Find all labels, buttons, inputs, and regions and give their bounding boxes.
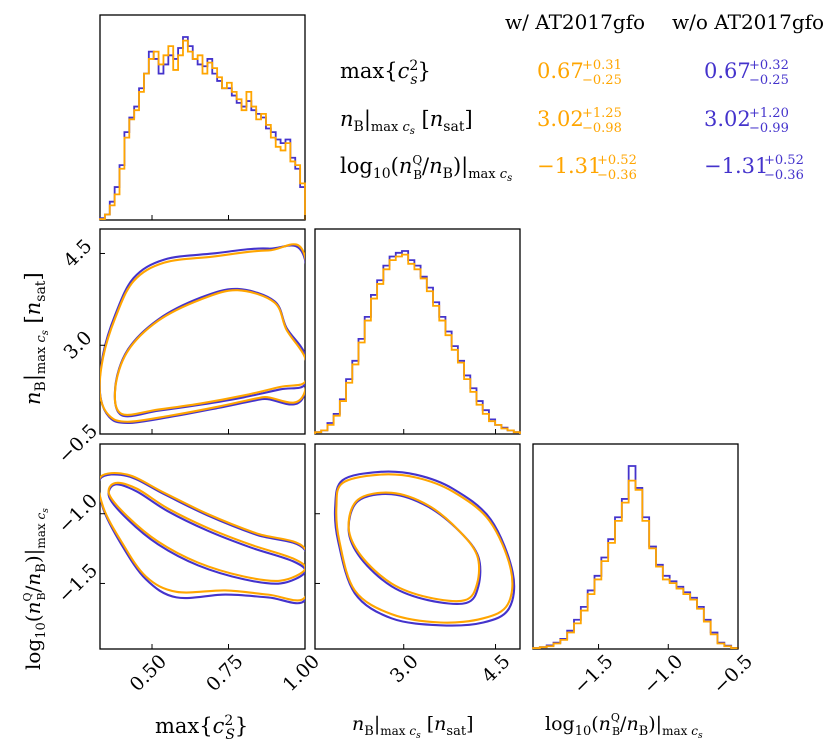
legend-header-with: w/ AT2017gfo [505,10,645,34]
legend-without-plus-3: +0.52 [764,153,804,168]
legend-without-minus-3: −0.36 [764,168,804,183]
x-tick-label: 3.0 [386,650,423,687]
x-tick-label: −0.5 [709,650,757,698]
y-tick-label: −0.5 [54,420,102,468]
contour-panel-nB_at_max_cs-log10_nBQ_over_nB: 3.0 4.5 [314,443,521,687]
legend-without-minus-2: −0.99 [749,121,789,136]
legend-without-median-3: −1.31 [704,154,768,178]
contour-panel-max_cs2-nB_at_max_cs: 3.0 4.5 [60,228,306,435]
contour-with-level-1 [347,491,481,603]
legend-with-plus-1: +0.31 [582,58,622,73]
x-tick-label: 0.75 [202,650,247,695]
legend-without-plus-2: +1.20 [749,106,789,121]
x-tick-label: −1.5 [569,650,617,698]
hist-panel-nB_at_max_cs [314,228,521,435]
contour-with-level-2 [335,473,514,624]
legend-with-plus-3: +0.52 [597,153,637,168]
contour-panel-nB_at_max_cs-log10_nBQ_over_nB-frame [314,443,521,650]
hist-panel-log10_nBQ_over_nB: −1.5 −1.0 −0.5 [532,443,757,699]
contour-panel-max_cs2-log10_nBQ_over_nB: 0.50 0.75 1.00 −1.5 −1.0 −0.5 [54,420,324,696]
hist-series-without [314,250,521,434]
y-tick-label: 4.5 [60,235,97,272]
legend-with-median-2: 3.02 [537,107,584,131]
contour-with-level-2 [100,471,305,602]
contour-without-level-2 [100,244,305,425]
legend-with-median-1: 0.67 [537,59,584,83]
x-tick-label: 1.00 [279,650,324,695]
legend-table: w/ AT2017gfo w/o AT2017gfo max{c2 s} 0.67… [340,10,824,184]
xlabel-nb: nB|max cs [nsat] [352,713,473,741]
xlabel-max-cs2: max{c2 S} [155,713,248,743]
legend-with-minus-1: −0.25 [582,73,622,88]
contour-panel-max_cs2-nB_at_max_cs-frame [99,228,306,435]
legend-header-without: w/o AT2017gfo [672,10,824,34]
hist-series-with [314,253,521,434]
contour-panel-max_cs2-log10_nBQ_over_nB-frame [99,443,306,650]
contour-without-level-2 [100,473,305,605]
panels: −1.5 −1.0 −0.5 3.0 4.5 0.50 0.75 1.00 −1.5 −1.0 −0… [54,14,757,699]
contour-without-level-1 [347,492,482,605]
legend-param-log10: log10(nQ B/nB)|max cs [340,153,512,184]
contour-without-level-1 [107,483,305,585]
contour-with-level-1 [113,289,305,416]
contour-without-level-2 [333,470,516,627]
y-tick-label: 3.0 [60,327,97,364]
y-tick-label: −1.0 [54,490,102,538]
hist-series-with [532,479,739,649]
ylabel-nb: nB|max cs [nsat] [21,272,51,405]
contour-with-level-2 [100,243,305,423]
x-tick-label: 4.5 [478,650,515,687]
legend-param-nb: nB|max cs [nsat] [340,107,473,137]
legend-with-plus-2: +1.25 [582,106,622,121]
legend-with-median-3: −1.31 [537,154,601,178]
legend-without-plus-1: +0.32 [749,58,789,73]
hist-panel-log10_nBQ_over_nB-frame [532,443,739,650]
legend-param-max-cs2: max{c2 s} [340,58,431,88]
hist-panel-max_cs2-frame [99,14,306,221]
legend-without-minus-1: −0.25 [749,73,789,88]
xlabel-log10: log10(nQ B/nB)|max cs [545,711,703,741]
x-tick-label: 0.50 [126,650,171,695]
x-tick-label: −1.0 [639,650,687,698]
hist-panel-max_cs2 [99,14,306,221]
hist-series-with [99,39,306,220]
legend-without-median-2: 3.02 [704,107,751,131]
legend-with-minus-2: −0.98 [582,121,622,136]
legend-with-minus-3: −0.36 [597,168,637,183]
hist-panel-nB_at_max_cs-frame [314,228,521,435]
y-tick-label: −1.5 [54,559,102,607]
legend-without-median-1: 0.67 [704,59,751,83]
ylabel-log10: log10(nQB/nB)|max cs [21,508,51,670]
contour-with-level-1 [107,481,305,582]
